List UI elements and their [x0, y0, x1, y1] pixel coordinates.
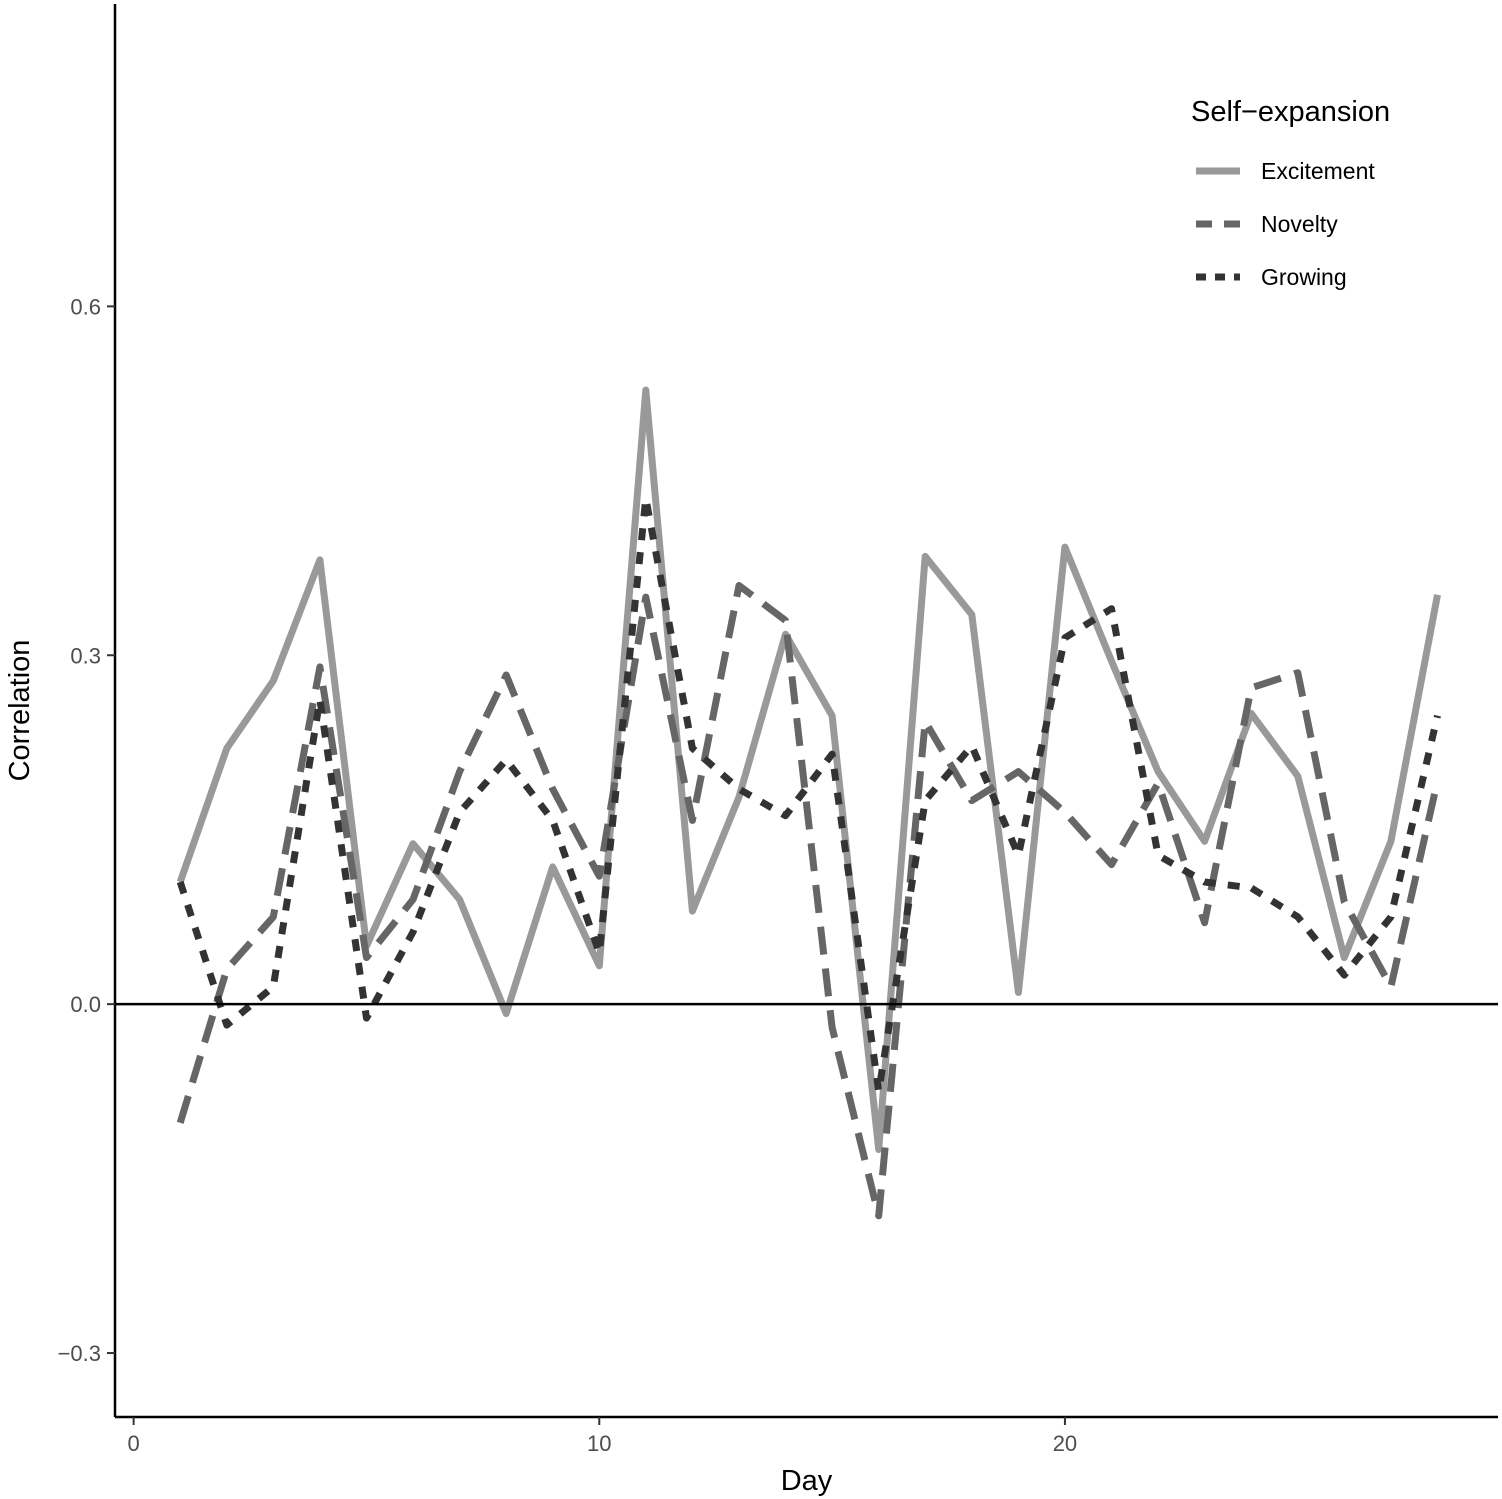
legend-label-growing: Growing — [1261, 264, 1347, 290]
series-line-growing — [176, 494, 1441, 1095]
y-tick-label: −0.3 — [58, 1341, 101, 1366]
x-tick-label: 10 — [587, 1431, 611, 1456]
legend: Self−expansion Excitement Novelty Growing — [1191, 96, 1390, 290]
x-tick-label: 0 — [128, 1431, 140, 1456]
x-axis-ticks: 0 10 20 — [128, 1417, 1077, 1456]
series-line-excitement — [176, 386, 1441, 1153]
series-line-novelty — [176, 582, 1441, 1220]
y-tick-label: 0.0 — [70, 992, 101, 1017]
y-tick-label: 0.3 — [70, 643, 101, 668]
legend-items: Excitement Novelty Growing — [1196, 158, 1375, 290]
x-tick-label: 20 — [1053, 1431, 1077, 1456]
y-axis-title: Correlation — [4, 640, 36, 782]
legend-label-novelty: Novelty — [1261, 211, 1338, 237]
y-tick-label: 0.6 — [70, 294, 101, 319]
y-axis-ticks: −0.3 0.0 0.3 0.6 — [58, 294, 115, 1366]
legend-title: Self−expansion — [1191, 96, 1390, 128]
legend-label-excitement: Excitement — [1261, 158, 1375, 184]
series-layer — [176, 386, 1441, 1220]
x-axis-title: Day — [781, 1465, 833, 1497]
